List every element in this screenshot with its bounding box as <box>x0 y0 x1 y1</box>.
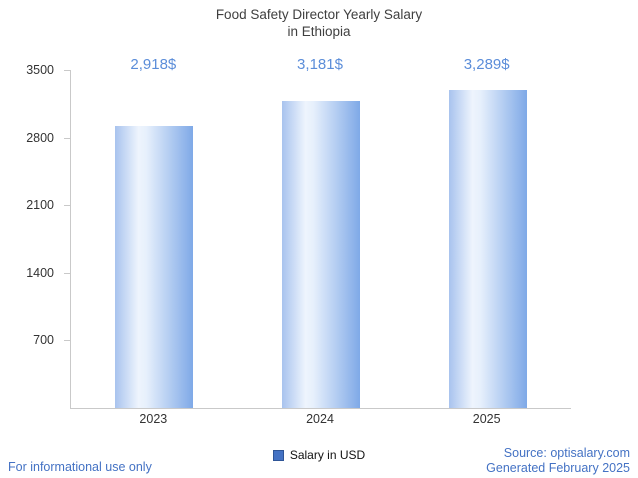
bar-2025 <box>448 90 527 408</box>
y-tick-mark <box>64 272 70 274</box>
source-block: Source: optisalary.com Generated Februar… <box>486 446 630 476</box>
bar-value-labels: 2,918$ 3,181$ 3,289$ <box>70 56 570 76</box>
y-tick-label: 700 <box>33 333 54 348</box>
y-tick-mark <box>64 137 70 139</box>
y-tick-mark <box>64 205 70 207</box>
y-tick-label: 3500 <box>26 63 54 77</box>
source-link[interactable]: Source: optisalary.com <box>503 446 630 460</box>
y-tick-mark <box>64 340 70 342</box>
x-tick-label-2025: 2025 <box>472 412 501 426</box>
generated-date: Generated February 2025 <box>486 461 630 475</box>
y-tick-label: 2800 <box>26 130 54 145</box>
y-tick-mark <box>64 70 70 71</box>
legend: Salary in USD <box>0 448 638 462</box>
y-tick-label: 2100 <box>26 198 54 213</box>
x-axis-tick-labels: 2023 2024 2025 <box>70 412 570 430</box>
y-axis-tick-labels: 700 1400 2100 2800 3500 <box>0 63 62 408</box>
bar-2024 <box>282 100 360 408</box>
legend-swatch-icon <box>272 449 284 461</box>
plot-area <box>64 70 571 409</box>
y-tick-label: 1400 <box>26 265 54 280</box>
value-label-2025: 3,289$ <box>463 56 510 73</box>
chart-title-line-2: in Ethiopia <box>287 24 351 39</box>
legend-label: Salary in USD <box>289 448 366 462</box>
chart-title-line-1: Food Safety Director Yearly Salary <box>215 7 423 22</box>
value-label-2024: 3,181$ <box>297 56 343 73</box>
x-tick-label-2023: 2023 <box>139 412 168 426</box>
x-tick-label-2024: 2024 <box>306 412 334 426</box>
disclaimer-text: For informational use only <box>8 460 152 474</box>
bar-2023 <box>115 126 194 408</box>
chart-title: Food Safety Director Yearly Salary in Et… <box>0 6 638 40</box>
value-label-2023: 2,918$ <box>130 56 177 73</box>
